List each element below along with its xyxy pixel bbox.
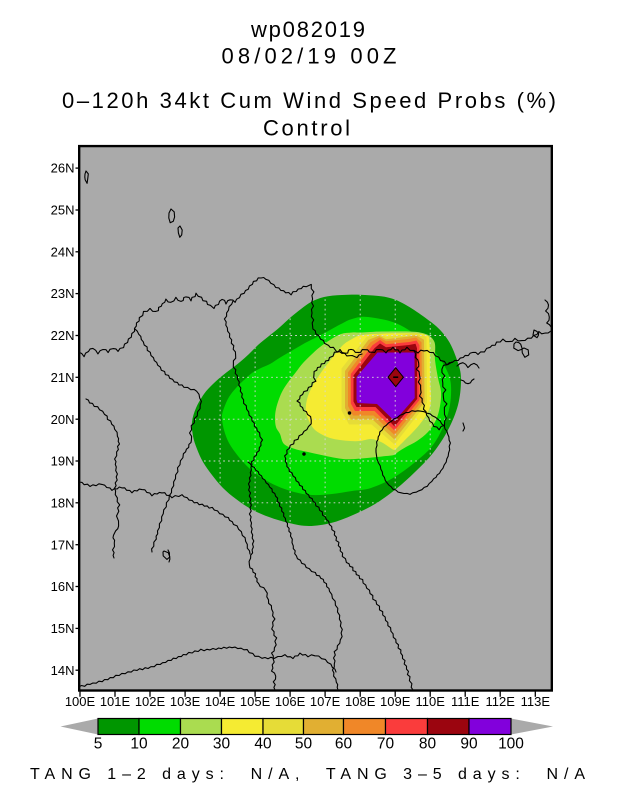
svg-text:102E: 102E — [135, 694, 166, 709]
svg-text:24N: 24N — [51, 244, 75, 259]
svg-text:23N: 23N — [51, 286, 75, 301]
svg-text:30: 30 — [213, 736, 231, 753]
svg-text:25N: 25N — [51, 203, 75, 218]
svg-text:100E: 100E — [65, 694, 96, 709]
svg-text:Control: Control — [263, 116, 350, 141]
svg-text:10: 10 — [130, 736, 148, 753]
svg-text:20N: 20N — [51, 412, 75, 427]
svg-text:19N: 19N — [51, 454, 75, 469]
svg-text:40: 40 — [254, 736, 272, 753]
svg-text:TANG 1–2 days: N/A, TANG 3–5: TANG 1–2 days: N/A, TANG 3–5 days: N/A — [30, 766, 585, 783]
svg-text:wp082019: wp082019 — [250, 17, 365, 42]
svg-text:104E: 104E — [205, 694, 236, 709]
svg-text:17N: 17N — [51, 537, 75, 552]
svg-text:110E: 110E — [415, 694, 445, 709]
svg-text:80: 80 — [419, 736, 437, 753]
svg-text:20: 20 — [172, 736, 190, 753]
svg-text:106E: 106E — [275, 694, 306, 709]
svg-text:112E: 112E — [485, 694, 515, 709]
svg-text:105E: 105E — [240, 694, 271, 709]
svg-text:50: 50 — [295, 736, 313, 753]
svg-text:111E: 111E — [451, 694, 480, 709]
svg-text:18N: 18N — [51, 495, 75, 510]
svg-text:08/02/19 00Z: 08/02/19 00Z — [222, 44, 397, 69]
svg-text:21N: 21N — [51, 370, 75, 385]
svg-text:5: 5 — [94, 736, 103, 753]
svg-text:113E: 113E — [521, 694, 551, 709]
svg-text:60: 60 — [335, 736, 353, 753]
svg-text:16N: 16N — [51, 579, 75, 594]
svg-text:107E: 107E — [310, 694, 341, 709]
svg-text:0–120h 34kt Cum Wind Speed Pro: 0–120h 34kt Cum Wind Speed Probs (%) — [62, 88, 556, 113]
svg-text:26N: 26N — [51, 161, 75, 176]
svg-text:109E: 109E — [380, 694, 411, 709]
svg-text:15N: 15N — [51, 621, 75, 636]
svg-text:103E: 103E — [170, 694, 201, 709]
svg-text:90: 90 — [460, 736, 478, 753]
svg-text:108E: 108E — [345, 694, 376, 709]
svg-text:70: 70 — [377, 736, 395, 753]
svg-text:14N: 14N — [51, 663, 75, 678]
svg-text:22N: 22N — [51, 328, 75, 343]
svg-text:100: 100 — [498, 736, 524, 753]
svg-text:101E: 101E — [100, 694, 131, 709]
